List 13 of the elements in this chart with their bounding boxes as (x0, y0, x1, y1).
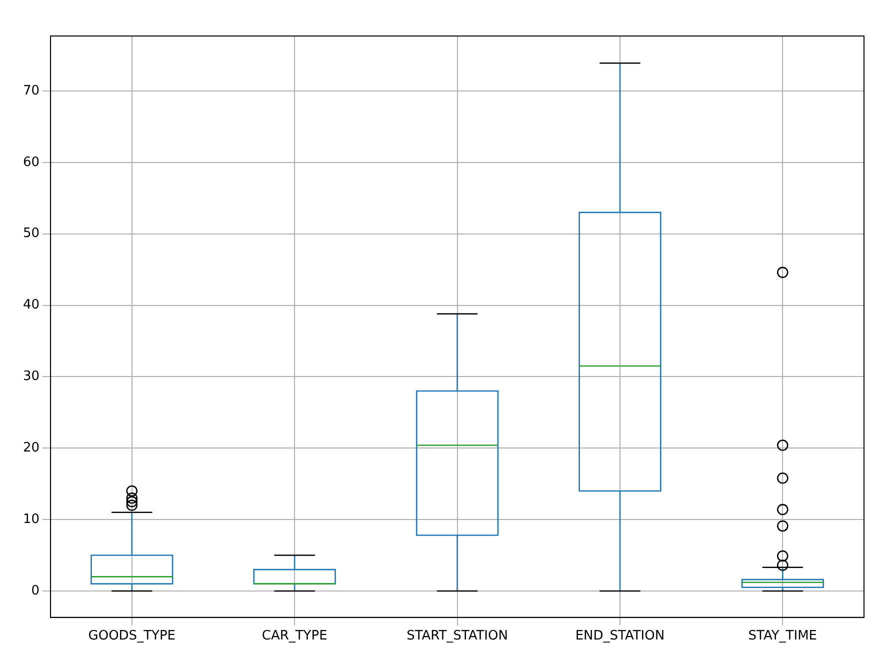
x-tick-label: START_STATION (406, 628, 508, 644)
y-tick-label: 30 (22, 369, 40, 384)
y-tick-label: 60 (22, 154, 40, 170)
x-tick-label: CAR_TYPE (262, 628, 328, 644)
y-tick-label: 10 (22, 512, 40, 527)
x-tick-label: END_STATION (575, 628, 665, 644)
y-tick-label: 70 (22, 83, 40, 98)
y-tick-label: 40 (22, 298, 40, 313)
y-tick-label: 50 (22, 226, 40, 242)
x-tick-label: STAY_TIME (748, 628, 818, 644)
y-tick-label: 0 (31, 583, 40, 598)
y-tick-label: 20 (22, 440, 40, 456)
x-tick-label: GOODS_TYPE (88, 628, 176, 644)
